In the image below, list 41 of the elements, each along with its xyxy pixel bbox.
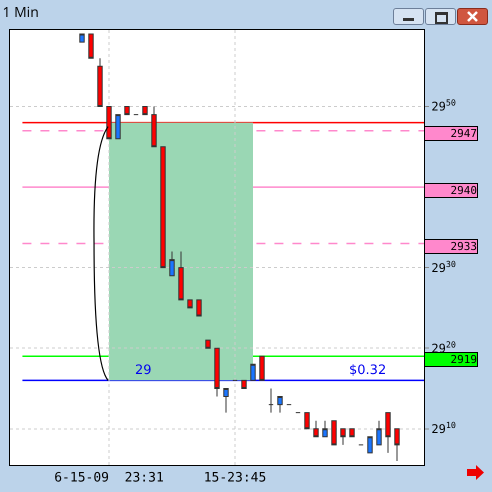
ref-line-label: 2919 xyxy=(450,353,477,366)
candlestick xyxy=(187,299,193,308)
x-tick-label: 15-23:45 xyxy=(204,470,266,486)
candlestick xyxy=(142,106,148,116)
candlestick xyxy=(169,251,175,276)
x-tick-label: 6-15-09 23:31 xyxy=(54,470,164,486)
chart-title: 1 Min xyxy=(2,3,39,22)
candlestick xyxy=(196,299,202,316)
candlestick xyxy=(340,428,346,446)
candlestick xyxy=(88,34,94,59)
candlestick xyxy=(223,388,229,414)
y-tick-label: 29$^{30}$ xyxy=(431,258,456,275)
ref-line-label: 2933 xyxy=(450,240,477,253)
y-tick-label: 29$^{50}$ xyxy=(431,98,456,114)
y-tick-label: 29$^{10}$ xyxy=(431,420,456,436)
candlestick xyxy=(376,420,382,446)
candlestick xyxy=(304,412,310,430)
candlestick xyxy=(160,146,166,268)
candlestick xyxy=(97,58,103,108)
candlestick xyxy=(250,364,256,381)
ref-line-label: 2947 xyxy=(450,127,477,140)
candlestick xyxy=(178,251,184,300)
candlestick xyxy=(277,396,283,414)
candlestick xyxy=(241,380,247,389)
candlestick xyxy=(367,436,373,454)
candlestick xyxy=(115,114,121,140)
candlestick xyxy=(322,420,328,438)
ref-line-label: 2940 xyxy=(450,184,477,197)
candlestick xyxy=(349,428,355,438)
candlestick xyxy=(331,420,337,446)
candlestick xyxy=(259,356,265,381)
candlestick xyxy=(214,348,220,398)
candlestick xyxy=(394,428,400,462)
candlestick xyxy=(313,420,319,438)
annotation: 29 xyxy=(135,363,152,378)
candlestick xyxy=(124,106,130,116)
annotation: $0.32 xyxy=(349,363,386,378)
candlestick xyxy=(268,388,274,414)
candlestick xyxy=(385,412,391,454)
candlestick xyxy=(205,340,211,349)
candlestick xyxy=(79,34,85,43)
